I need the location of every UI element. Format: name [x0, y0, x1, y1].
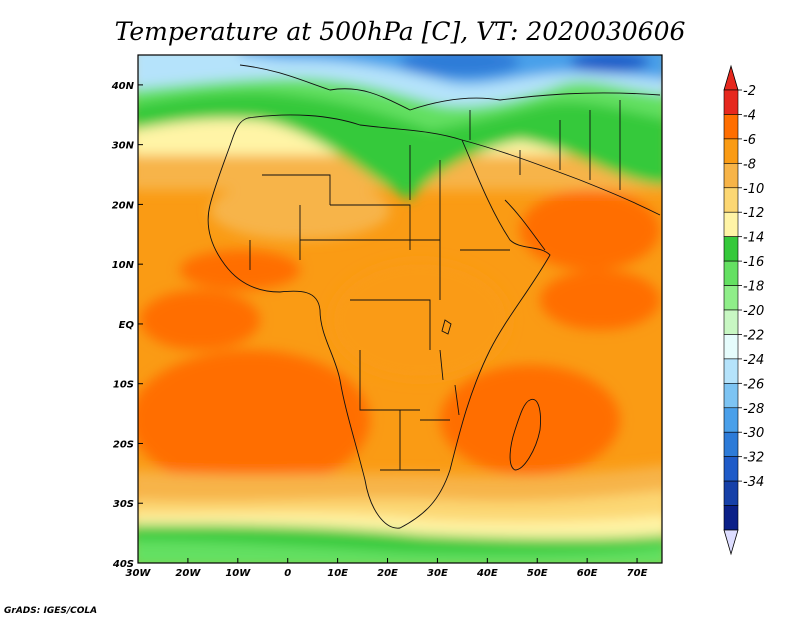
lon-tick-label: 70E — [627, 568, 648, 579]
lon-tick-label: 0 — [284, 568, 291, 579]
colorbar-top-arrow — [723, 64, 739, 91]
colorbar-swatch — [723, 236, 739, 262]
lat-tick-label: 10S — [113, 380, 134, 391]
longitude-axis: 30W 20W 10W 0 10E 20E 30E 40E 50E 60E 70E — [126, 558, 648, 579]
colorbar-label: -4 — [743, 108, 756, 123]
great-lakes — [439, 319, 460, 416]
colorbar-label: -28 — [743, 402, 764, 417]
colorbar-swatch — [723, 138, 739, 164]
colorbar-label: -16 — [743, 255, 764, 270]
lon-tick-label: 20W — [175, 568, 201, 579]
lat-tick-label: 30S — [113, 499, 134, 510]
colorbar-swatch — [723, 431, 739, 457]
colorbar-bottom-arrow — [723, 529, 739, 556]
colorbar-swatch — [723, 163, 739, 189]
temperature-field — [138, 55, 662, 563]
colorbar-swatch — [723, 89, 739, 115]
lon-tick-label: 30W — [126, 568, 152, 579]
colorbar-swatch — [723, 334, 739, 360]
colorbar-swatch — [723, 358, 739, 384]
grads-credit: GrADS: IGES/COLA — [4, 606, 97, 616]
internal-borders — [249, 145, 510, 471]
colorbar-swatch — [723, 114, 739, 140]
colorbar-label: -30 — [743, 426, 764, 441]
africa-coastline — [207, 114, 551, 529]
lat-tick-label: 20S — [113, 439, 134, 450]
lon-tick-label: 30E — [427, 568, 448, 579]
lat-tick-label: 30N — [112, 141, 135, 152]
colorbar-label: -12 — [743, 206, 764, 221]
colorbar-swatch — [723, 407, 739, 433]
colorbar-swatch — [723, 260, 739, 286]
madagascar-outline — [509, 398, 541, 471]
colorbar-label: -6 — [743, 133, 756, 148]
latitude-axis: 40N 30N 20N 10N EQ 10S 20S 30S 40S — [111, 81, 143, 570]
colorbar-label: -26 — [743, 377, 764, 392]
colorbar-label: -8 — [743, 157, 756, 172]
lon-tick-label: 10W — [225, 568, 251, 579]
colorbar-swatch — [723, 211, 739, 237]
lat-tick-label: 20N — [112, 200, 135, 211]
lat-tick-label: 40S — [112, 559, 134, 570]
colorbar: -2 -4 -6 -8 -10 -12 -14 -16 -18 -20 -22 -24 -26 -28 -3… — [723, 64, 764, 556]
colorbar-label: -34 — [743, 475, 764, 490]
map-title: Temperature at 500hPa [C], VT: 202003060… — [115, 17, 686, 46]
map-borders — [207, 64, 661, 529]
lon-tick-label: 60E — [577, 568, 598, 579]
lat-tick-label: 40N — [111, 81, 135, 92]
colorbar-label: -18 — [743, 280, 764, 295]
europe-outline — [239, 64, 661, 111]
colorbar-swatch — [723, 456, 739, 482]
colorbar-label: -2 — [743, 84, 756, 99]
colorbar-label: -24 — [743, 353, 764, 368]
colorbar-label: -10 — [743, 182, 764, 197]
colorbar-swatch — [723, 309, 739, 335]
colorbar-swatch — [723, 383, 739, 409]
lon-tick-label: 50E — [527, 568, 548, 579]
lat-tick-label: 10N — [112, 260, 135, 271]
mideast-borders — [469, 100, 621, 190]
colorbar-swatch — [723, 187, 739, 213]
colorbar-label: -14 — [743, 231, 764, 246]
lon-tick-label: 40E — [476, 568, 498, 579]
colorbar-swatch — [723, 480, 739, 506]
plot-frame — [137, 54, 663, 564]
colorbar-swatch — [723, 285, 739, 311]
colorbar-label: -22 — [743, 328, 764, 343]
lat-tick-label: EQ — [119, 320, 135, 331]
lon-tick-label: 20E — [377, 568, 398, 579]
colorbar-label: -20 — [743, 304, 764, 319]
lon-tick-label: 10E — [327, 568, 348, 579]
arabia-outline — [461, 139, 661, 251]
colorbar-label: -32 — [743, 451, 764, 466]
colorbar-swatch — [723, 505, 739, 531]
